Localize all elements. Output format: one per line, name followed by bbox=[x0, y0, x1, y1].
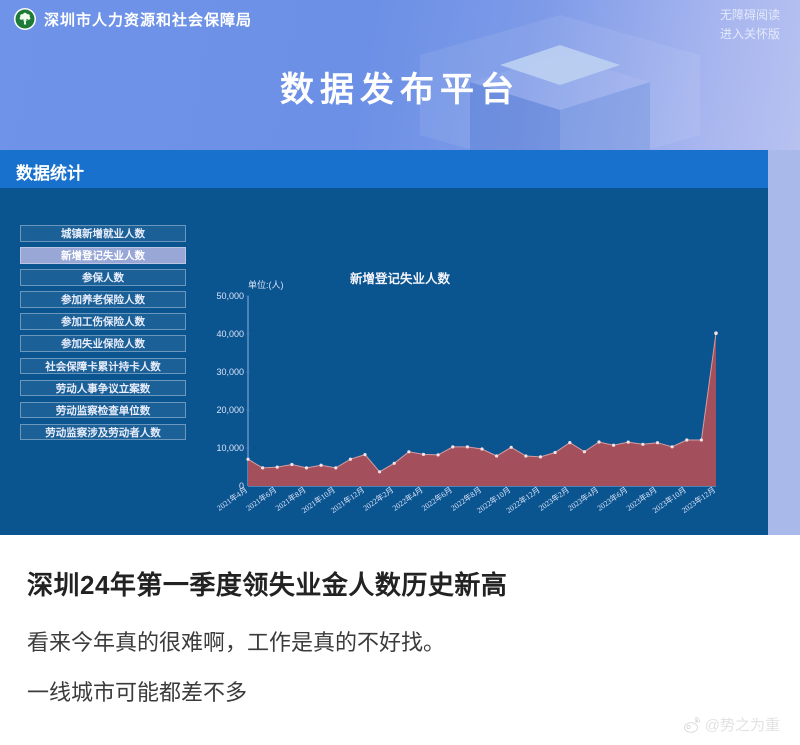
svg-text:2022年2月: 2022年2月 bbox=[361, 484, 395, 512]
svg-text:30,000: 30,000 bbox=[216, 367, 244, 377]
svg-text:2023年4月: 2023年4月 bbox=[566, 484, 600, 512]
svg-text:2022年4月: 2022年4月 bbox=[390, 484, 424, 512]
svg-text:2023年2月: 2023年2月 bbox=[536, 484, 570, 512]
svg-text:50,000: 50,000 bbox=[216, 291, 244, 301]
svg-text:20,000: 20,000 bbox=[216, 405, 244, 415]
svg-text:2023年6月: 2023年6月 bbox=[595, 484, 629, 512]
svg-text:2021年4月: 2021年4月 bbox=[215, 484, 249, 512]
svg-text:2022年6月: 2022年6月 bbox=[419, 484, 453, 512]
svg-text:2021年6月: 2021年6月 bbox=[244, 484, 278, 512]
svg-text:40,000: 40,000 bbox=[216, 329, 244, 339]
svg-text:10,000: 10,000 bbox=[216, 443, 244, 453]
